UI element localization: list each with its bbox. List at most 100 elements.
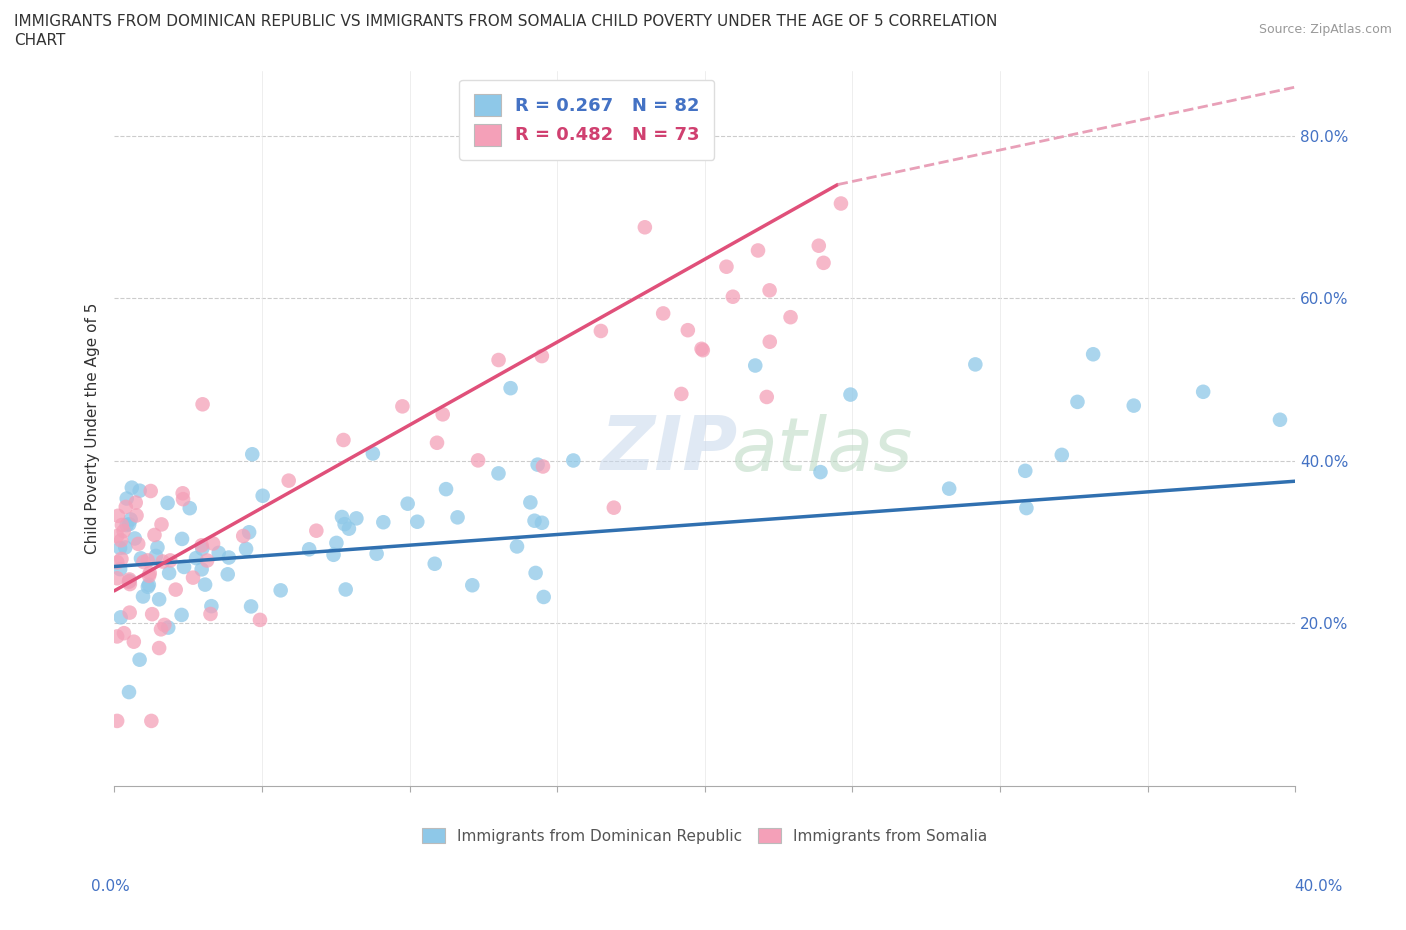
Point xyxy=(676,323,699,338)
Point xyxy=(965,357,987,372)
Point xyxy=(105,571,128,586)
Point xyxy=(238,525,260,539)
Point xyxy=(779,310,801,325)
Point xyxy=(172,485,194,500)
Point xyxy=(499,380,522,395)
Point xyxy=(652,306,675,321)
Point xyxy=(125,495,148,510)
Point xyxy=(426,435,449,450)
Point xyxy=(488,352,510,367)
Point xyxy=(111,518,134,533)
Point xyxy=(506,539,529,554)
Point xyxy=(589,324,612,339)
Point xyxy=(335,582,357,597)
Point xyxy=(132,589,155,604)
Point xyxy=(127,537,149,551)
Point xyxy=(330,510,353,525)
Point xyxy=(747,243,769,258)
Point xyxy=(1066,394,1088,409)
Point xyxy=(361,446,384,461)
Point xyxy=(110,610,132,625)
Point xyxy=(332,432,354,447)
Point xyxy=(1050,447,1073,462)
Point xyxy=(270,583,292,598)
Point xyxy=(138,568,160,583)
Point xyxy=(184,551,207,565)
Point xyxy=(121,480,143,495)
Point xyxy=(159,553,181,568)
Point xyxy=(172,492,194,507)
Point xyxy=(110,533,132,548)
Point xyxy=(118,605,141,620)
Y-axis label: Child Poverty Under the Age of 5: Child Poverty Under the Age of 5 xyxy=(86,302,100,554)
Point xyxy=(235,541,257,556)
Legend: Immigrants from Dominican Republic, Immigrants from Somalia: Immigrants from Dominican Republic, Immi… xyxy=(416,821,994,850)
Point xyxy=(396,497,419,512)
Point xyxy=(277,473,299,488)
Point xyxy=(467,453,489,468)
Point xyxy=(152,554,174,569)
Point xyxy=(128,484,150,498)
Point xyxy=(118,577,141,591)
Point xyxy=(114,540,136,555)
Point xyxy=(124,531,146,546)
Point xyxy=(406,514,429,529)
Point xyxy=(434,482,457,497)
Point xyxy=(179,500,201,515)
Point xyxy=(744,358,766,373)
Point xyxy=(105,713,128,728)
Point xyxy=(524,565,547,580)
Point xyxy=(519,495,541,510)
Text: 40.0%: 40.0% xyxy=(1295,879,1343,894)
Point xyxy=(148,641,170,656)
Point xyxy=(118,684,141,699)
Point xyxy=(138,578,160,592)
Point xyxy=(526,458,548,472)
Point xyxy=(1268,412,1291,427)
Point xyxy=(249,613,271,628)
Point xyxy=(107,509,129,524)
Point xyxy=(157,620,180,635)
Point xyxy=(208,545,231,560)
Point xyxy=(813,256,835,271)
Point xyxy=(190,562,212,577)
Point xyxy=(118,517,141,532)
Point xyxy=(136,553,159,568)
Point xyxy=(488,466,510,481)
Point xyxy=(721,289,744,304)
Point xyxy=(1081,347,1104,362)
Point xyxy=(165,582,187,597)
Point xyxy=(755,390,778,405)
Point xyxy=(938,481,960,496)
Point xyxy=(305,524,328,538)
Point xyxy=(139,484,162,498)
Point xyxy=(322,548,344,563)
Point xyxy=(423,556,446,571)
Point xyxy=(125,508,148,523)
Point xyxy=(105,528,128,543)
Point xyxy=(391,399,413,414)
Point xyxy=(190,538,212,552)
Point xyxy=(240,446,263,461)
Point xyxy=(562,453,585,468)
Point xyxy=(191,397,214,412)
Point xyxy=(128,652,150,667)
Point xyxy=(112,524,135,538)
Point xyxy=(115,491,138,506)
Point xyxy=(148,591,170,606)
Point xyxy=(170,531,193,546)
Point xyxy=(156,496,179,511)
Point xyxy=(145,549,167,564)
Point xyxy=(141,606,163,621)
Point xyxy=(170,607,193,622)
Text: IMMIGRANTS FROM DOMINICAN REPUBLIC VS IMMIGRANTS FROM SOMALIA CHILD POVERTY UNDE: IMMIGRANTS FROM DOMINICAN REPUBLIC VS IM… xyxy=(14,14,997,29)
Point xyxy=(1015,500,1038,515)
Point xyxy=(531,459,554,474)
Point xyxy=(153,618,176,632)
Point xyxy=(671,387,693,402)
Point xyxy=(105,629,128,644)
Point xyxy=(138,565,160,580)
Point xyxy=(758,283,780,298)
Point xyxy=(252,488,274,503)
Text: CHART: CHART xyxy=(14,33,66,47)
